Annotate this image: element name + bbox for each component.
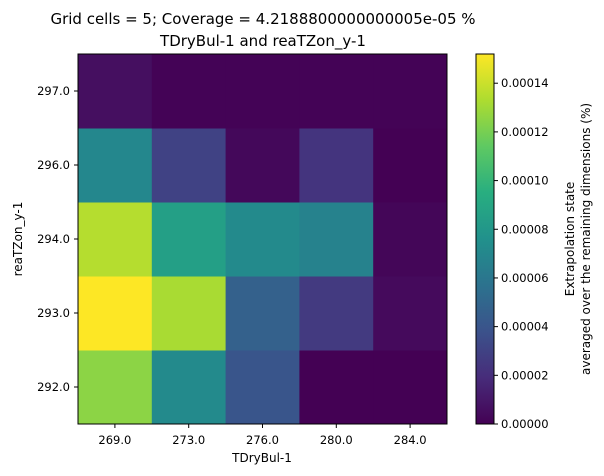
heatmap-cell-r3-c4 <box>373 128 448 203</box>
heatmap-cell-r1-c1 <box>151 276 227 351</box>
chart-title-line1: Grid cells = 5; Coverage = 4.21888000000… <box>50 10 475 28</box>
heatmap-cell-r0-c4 <box>373 350 448 425</box>
heatmap-cell-r2-c0 <box>78 202 153 277</box>
y-tick-label: 296.0 <box>37 158 70 172</box>
heatmap-cell-r2-c1 <box>151 202 227 277</box>
colorbar-tick-label: 0.00014 <box>501 76 549 90</box>
heatmap-cell-r4-c2 <box>225 54 300 129</box>
heatmap-cell-r0-c3 <box>299 350 374 425</box>
colorbar-tick-label: 0.00008 <box>501 222 549 236</box>
y-tick-label: 294.0 <box>37 232 70 246</box>
colorbar-tick-label: 0.00000 <box>501 417 549 431</box>
colorbar-tick-label: 0.00006 <box>501 271 549 285</box>
heatmap-cell-r3-c0 <box>78 128 153 203</box>
colorbar-tick-label: 0.00012 <box>501 125 549 139</box>
colorbar <box>476 54 494 424</box>
colorbar-tick-label: 0.00010 <box>501 174 549 188</box>
heatmap-cells <box>78 54 448 425</box>
x-tick-label: 280.0 <box>320 433 353 447</box>
x-axis-ticks: 269.0 273.0 276.0 280.0 284.0 <box>98 424 427 447</box>
heatmap-cell-r1-c2 <box>225 276 300 351</box>
colorbar-ticks: 0.00000 0.00002 0.00004 0.00006 0.00008 0.000… <box>494 76 549 431</box>
y-tick-label: 297.0 <box>37 84 70 98</box>
x-tick-label: 284.0 <box>394 433 427 447</box>
y-axis-label: reaTZon_y-1 <box>11 202 25 277</box>
heatmap-cell-r2-c2 <box>225 202 300 277</box>
heatmap-cell-r3-c3 <box>299 128 374 203</box>
heatmap-cell-r3-c1 <box>151 128 227 203</box>
heatmap-cell-r2-c3 <box>299 202 374 277</box>
x-tick-label: 273.0 <box>172 433 205 447</box>
y-tick-label: 293.0 <box>37 306 70 320</box>
heatmap-cell-r1-c0 <box>78 276 153 351</box>
x-axis-label: TDryBul-1 <box>231 451 292 465</box>
heatmap-cell-r3-c2 <box>225 128 300 203</box>
y-tick-label: 292.0 <box>37 380 70 394</box>
heatmap-cell-r1-c3 <box>299 276 374 351</box>
heatmap-cell-r0-c1 <box>151 350 227 425</box>
heatmap-cell-r0-c0 <box>78 350 153 425</box>
x-tick-label: 269.0 <box>98 433 131 447</box>
heatmap-cell-r2-c4 <box>373 202 448 277</box>
chart-title-line2: TDryBul-1 and reaTZon_y-1 <box>159 32 366 51</box>
colorbar-tick-label: 0.00002 <box>501 368 549 382</box>
heatmap-cell-r4-c0 <box>78 54 153 129</box>
colorbar-label-line2: averaged over the remaining dimensions (… <box>579 103 593 375</box>
heatmap-cell-r4-c4 <box>373 54 448 129</box>
heatmap-cell-r4-c3 <box>299 54 374 129</box>
colorbar-frame <box>475 53 495 425</box>
heatmap-cell-r4-c1 <box>151 54 227 129</box>
x-tick-label: 276.0 <box>246 433 279 447</box>
colorbar-tick-label: 0.00004 <box>501 320 549 334</box>
heatmap-cell-r1-c4 <box>373 276 448 351</box>
colorbar-label-line1: Extrapolation state <box>563 182 577 297</box>
heatmap-cell-r0-c2 <box>225 350 300 425</box>
y-axis-ticks: 292.0 293.0 294.0 296.0 297.0 <box>37 84 78 394</box>
